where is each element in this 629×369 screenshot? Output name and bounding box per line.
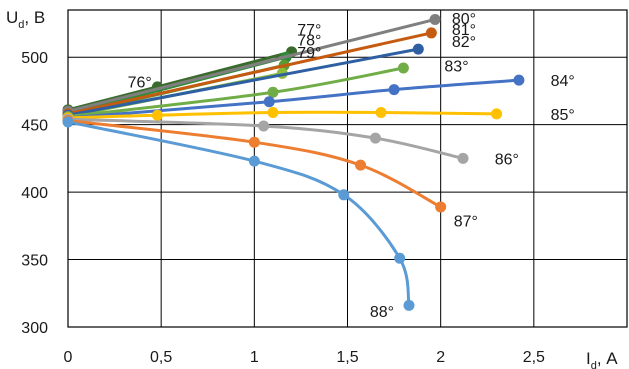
series-line [66, 120, 411, 307]
x-tick-label: 2 [436, 349, 445, 366]
angle-label: 85° [551, 107, 575, 124]
angle-label: 76° [128, 74, 152, 91]
angle-label: 82° [452, 34, 476, 51]
data-point [425, 27, 437, 39]
series-group [62, 13, 525, 311]
x-tick-label: 2,5 [523, 349, 545, 366]
angle-label: 79° [297, 45, 321, 62]
data-point [338, 189, 350, 201]
data-point [369, 132, 381, 144]
angle-label: 81° [452, 22, 476, 39]
data-point [397, 62, 409, 74]
y-axis-label: Ud, В [6, 8, 45, 31]
series-82deg [62, 43, 424, 121]
data-point [491, 108, 503, 120]
series-line [66, 17, 437, 113]
x-tick-label: 0 [64, 349, 73, 366]
y-tick-label: 350 [21, 253, 48, 270]
data-point [151, 109, 163, 121]
angle-label: 78° [297, 33, 321, 50]
data-point [267, 107, 279, 119]
data-point [248, 155, 260, 167]
y-tick-label: 300 [21, 320, 48, 337]
series-line [66, 117, 465, 160]
series-line [66, 119, 443, 209]
data-point [355, 159, 367, 171]
grid [67, 9, 628, 328]
angle-label: 77° [297, 22, 321, 39]
data-point [429, 13, 441, 25]
x-axis-label: Id, А [586, 349, 618, 369]
data-point [248, 136, 260, 148]
x-tick-label: 1,5 [336, 349, 358, 366]
angle-label: 80° [452, 11, 476, 28]
data-point [263, 96, 275, 108]
series-line [66, 66, 405, 119]
y-tick-label: 450 [21, 118, 48, 135]
data-point [457, 152, 469, 164]
data-point [258, 120, 270, 132]
data-point [394, 252, 406, 264]
angle-label: 84° [551, 73, 575, 90]
series-86deg [62, 113, 469, 164]
data-point [388, 84, 400, 96]
x-tick-label: 0,5 [150, 349, 172, 366]
angle-label: 83° [444, 58, 468, 75]
series-line [66, 31, 433, 116]
y-tick-label: 500 [21, 50, 48, 67]
annotations: 76° 77°78°79° 80°81°82° 83° 84° 85° 86° 87° 88° [128, 11, 575, 321]
angle-label: 88° [370, 304, 394, 321]
data-point [403, 299, 415, 311]
data-point [435, 201, 447, 213]
tick-labels: 300 350 400 450 500 0 0,5 1 1,5 2 2,5 [21, 50, 545, 366]
data-point [513, 74, 525, 86]
series-85deg [62, 107, 503, 124]
angle-label: 86° [495, 151, 519, 168]
data-point [62, 116, 74, 128]
data-point [267, 86, 279, 98]
angle-label: 87° [454, 213, 478, 230]
series-line [66, 78, 521, 120]
y-tick-label: 400 [21, 185, 48, 202]
series-line [66, 47, 420, 117]
series-88deg [62, 116, 415, 311]
x-tick-label: 1 [250, 349, 259, 366]
data-point [375, 107, 387, 119]
data-point [412, 43, 424, 55]
